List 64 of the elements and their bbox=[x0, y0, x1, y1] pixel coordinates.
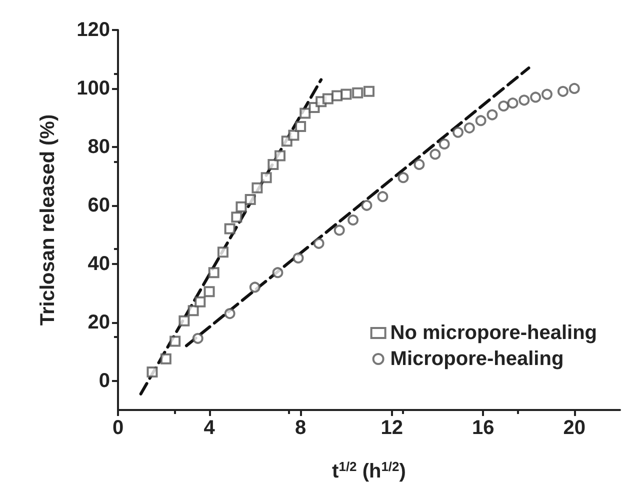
y-tick-label: 80 bbox=[88, 136, 110, 158]
point bbox=[518, 94, 530, 106]
point bbox=[486, 109, 498, 120]
point bbox=[530, 92, 542, 103]
point bbox=[208, 267, 220, 278]
y-tick-label: 40 bbox=[88, 252, 110, 275]
x-tick-label: 16 bbox=[472, 417, 494, 439]
point bbox=[313, 238, 324, 249]
point bbox=[352, 87, 364, 98]
point bbox=[236, 201, 247, 212]
point bbox=[146, 366, 158, 378]
point bbox=[361, 200, 372, 211]
point bbox=[295, 120, 306, 132]
point bbox=[249, 282, 260, 293]
point bbox=[464, 122, 475, 134]
point bbox=[188, 305, 199, 316]
point bbox=[170, 336, 181, 347]
point bbox=[274, 150, 286, 162]
x-tick-label: 4 bbox=[204, 417, 216, 439]
y-tick-label: 120 bbox=[76, 19, 110, 41]
y-axis-title: Triclosan released (%) bbox=[37, 114, 59, 326]
point bbox=[194, 296, 206, 308]
point bbox=[204, 286, 215, 298]
point bbox=[541, 88, 552, 100]
point bbox=[377, 191, 388, 202]
point bbox=[231, 212, 242, 223]
point bbox=[178, 315, 190, 326]
point bbox=[252, 182, 263, 194]
point bbox=[192, 332, 204, 344]
point bbox=[224, 308, 236, 320]
point bbox=[438, 138, 450, 150]
point bbox=[260, 172, 272, 184]
y-tick-label: 100 bbox=[76, 77, 110, 100]
point bbox=[475, 115, 486, 126]
point bbox=[340, 88, 352, 100]
point bbox=[364, 86, 374, 97]
point bbox=[224, 223, 236, 234]
point bbox=[498, 100, 510, 112]
point bbox=[414, 158, 425, 170]
point bbox=[272, 267, 284, 278]
point bbox=[244, 194, 256, 206]
point bbox=[292, 252, 304, 264]
x-tick-label: 12 bbox=[380, 417, 403, 439]
point bbox=[288, 130, 300, 141]
point bbox=[300, 108, 311, 119]
y-tick-label: 20 bbox=[88, 311, 110, 334]
point bbox=[557, 86, 568, 97]
x-tick-label: 8 bbox=[294, 417, 306, 439]
y-tick-label: 60 bbox=[88, 194, 110, 216]
y-tick-label: 0 bbox=[98, 370, 110, 392]
point bbox=[160, 353, 172, 364]
point bbox=[568, 82, 580, 94]
point bbox=[507, 98, 518, 109]
legend-label: No micropore-healing bbox=[390, 322, 598, 344]
point bbox=[430, 148, 441, 160]
legend-label: Micropore-healing bbox=[390, 348, 564, 370]
point bbox=[268, 158, 279, 170]
point bbox=[334, 224, 345, 236]
x-tick-label: 0 bbox=[112, 417, 124, 439]
point bbox=[348, 214, 359, 226]
point bbox=[452, 126, 464, 138]
x-tick-label: 20 bbox=[563, 417, 586, 439]
point bbox=[398, 172, 409, 184]
point bbox=[217, 246, 228, 258]
